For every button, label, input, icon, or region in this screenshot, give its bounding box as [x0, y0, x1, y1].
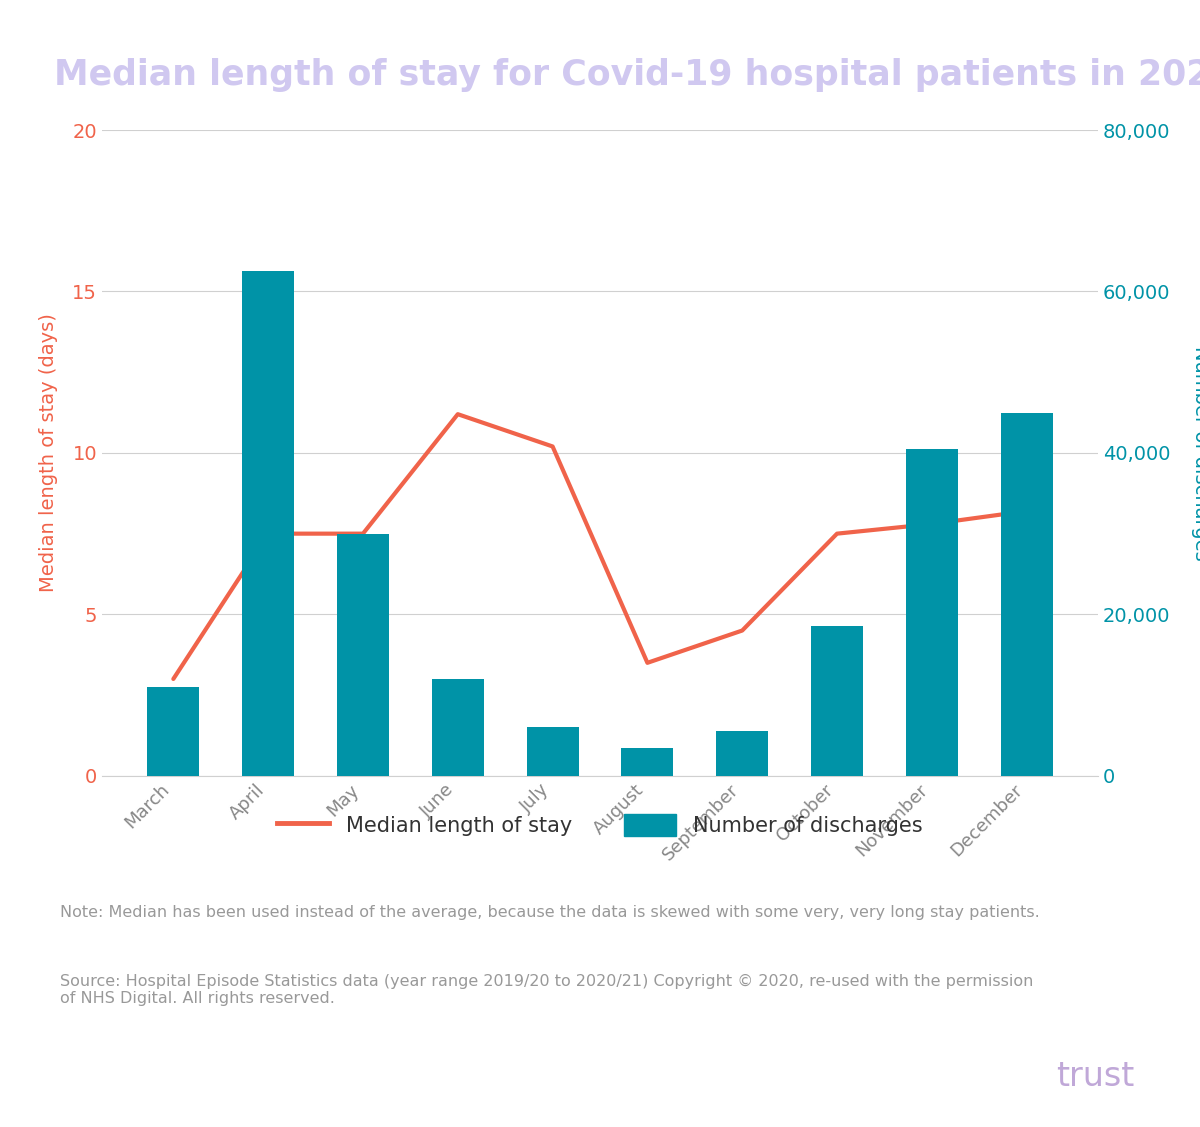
- Y-axis label: Number of discharges: Number of discharges: [1192, 346, 1200, 560]
- Text: nuffield: nuffield: [911, 1061, 1056, 1093]
- Bar: [432, 678, 484, 775]
- Bar: [1001, 412, 1052, 775]
- Bar: [527, 727, 578, 775]
- Legend: Median length of stay, Number of discharges: Median length of stay, Number of dischar…: [277, 815, 923, 836]
- Text: Note: Median has been used instead of the average, because the data is skewed wi: Note: Median has been used instead of th…: [60, 905, 1039, 920]
- Text: Median length of stay for Covid-19 hospital patients in 2020: Median length of stay for Covid-19 hospi…: [54, 59, 1200, 92]
- Bar: [242, 272, 294, 775]
- Bar: [716, 731, 768, 775]
- Y-axis label: Median length of stay (days): Median length of stay (days): [40, 313, 59, 593]
- Bar: [906, 449, 958, 775]
- Text: trust: trust: [1056, 1061, 1134, 1093]
- Bar: [622, 747, 673, 775]
- Bar: [337, 534, 389, 775]
- Bar: [148, 687, 199, 775]
- Text: Source: Hospital Episode Statistics data (year range 2019/20 to 2020/21) Copyrig: Source: Hospital Episode Statistics data…: [60, 974, 1033, 1006]
- Bar: [811, 627, 863, 775]
